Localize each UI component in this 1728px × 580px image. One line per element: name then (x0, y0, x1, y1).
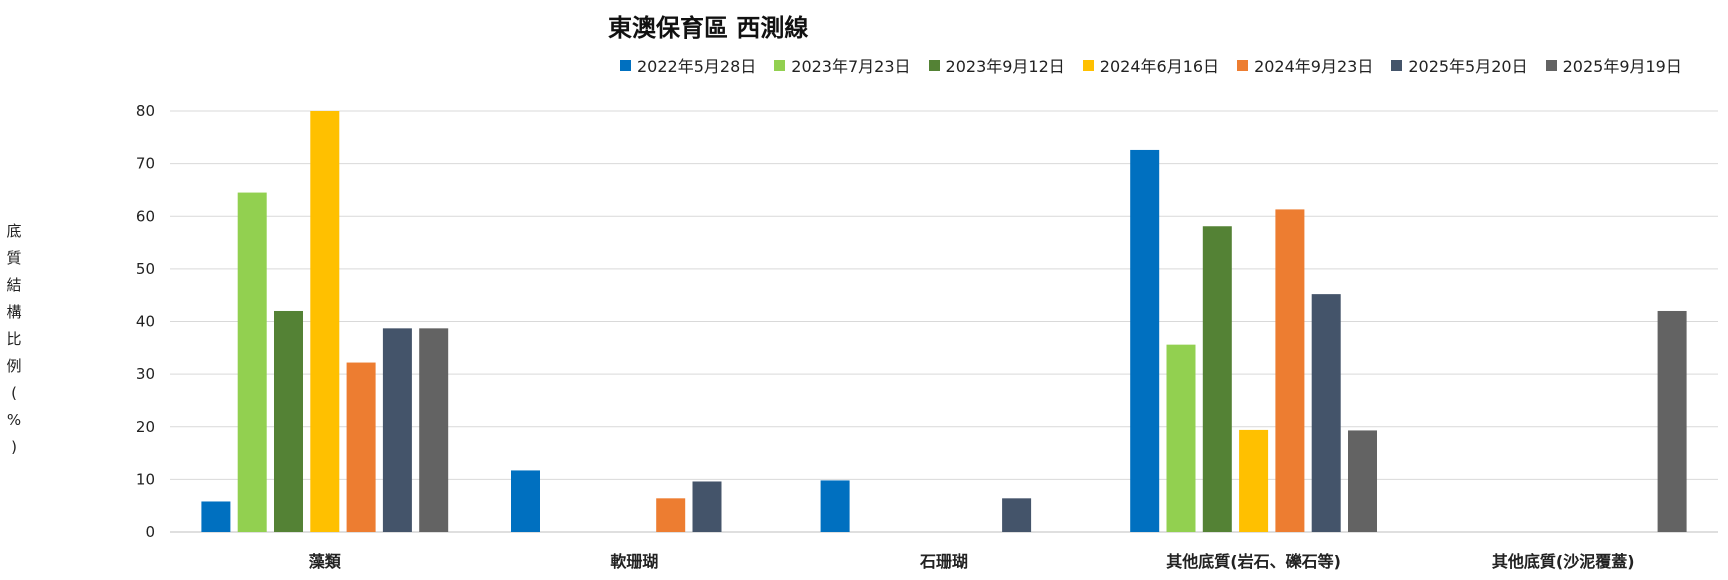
y-axis-label-char: 例 (6, 357, 22, 375)
y-tick-label: 80 (136, 102, 155, 120)
y-axis-label-char: 比 (6, 330, 22, 348)
legend-label: 2025年5月20日 (1408, 57, 1528, 76)
legend-label: 2024年6月16日 (1099, 57, 1220, 76)
legend-label: 2022年5月28日 (637, 57, 757, 76)
legend-label: 2024年9月23日 (1254, 57, 1374, 76)
bar (656, 498, 686, 532)
y-tick-label: 60 (136, 207, 155, 225)
legend-swatch (1391, 59, 1403, 71)
bar (1202, 226, 1232, 532)
legend: 2022年5月28日 2023年7月23日 2023年9月12日 2024年6月16日… (620, 52, 1682, 78)
legend-swatch (774, 59, 786, 71)
bar (820, 480, 850, 532)
bar (1311, 294, 1341, 532)
legend-swatch (620, 59, 631, 71)
y-axis-label-char: 結 (6, 276, 22, 294)
x-tick-label: 其他底質(沙泥覆蓋) (1492, 552, 1635, 571)
bar (1002, 498, 1032, 532)
bar (692, 481, 722, 532)
legend-swatch (1237, 59, 1249, 71)
y-axis-label-char: ( (11, 384, 17, 402)
y-axis-label-char: 底 (6, 222, 22, 240)
legend-item: 2025年9月19日 (1545, 53, 1682, 77)
x-tick-label: 其他底質(岩石、礫石等) (1166, 552, 1341, 571)
x-tick-label: 軟珊瑚 (610, 552, 658, 571)
bar (346, 362, 376, 532)
y-axis-label-char: % (6, 411, 22, 429)
legend-item: 2025年5月20日 (1391, 53, 1528, 77)
bar (1657, 310, 1687, 532)
bar (1239, 429, 1269, 532)
legend-item: 2024年6月16日 (1082, 53, 1220, 77)
bar (1348, 430, 1377, 532)
y-tick-label: 70 (136, 155, 155, 173)
x-tick-label: 石珊瑚 (919, 552, 968, 571)
y-axis-label-char: 質 (6, 249, 22, 267)
legend-label: 2023年7月23日 (791, 57, 911, 76)
legend-item: 2023年9月12日 (928, 53, 1065, 77)
legend-label: 2023年9月12日 (945, 57, 1065, 76)
y-axis-label-char: ) (11, 438, 17, 456)
y-axis-label: 底質結構比例 (%) (2, 218, 26, 461)
bar (511, 470, 540, 532)
bar (1130, 149, 1160, 532)
legend-swatch (1082, 59, 1094, 71)
y-tick-label: 50 (136, 260, 155, 278)
legend-item: 2024年9月23日 (1237, 53, 1373, 77)
legend-swatch (928, 59, 940, 71)
y-tick-label: 20 (136, 418, 155, 436)
legend-item: 2022年5月28日 (620, 53, 756, 77)
bar (382, 328, 412, 532)
bar (310, 111, 340, 532)
legend-item: 2023年7月23日 (774, 53, 911, 77)
y-axis-label-char: 構 (6, 303, 22, 321)
x-tick-label: 藻類 (309, 552, 342, 571)
bar (274, 310, 303, 532)
bar (237, 192, 267, 532)
y-tick-label: 0 (145, 523, 155, 541)
legend-label: 2025年9月19日 (1562, 57, 1682, 76)
bar (419, 328, 449, 532)
y-tick-label: 10 (136, 470, 155, 488)
bar (1275, 209, 1305, 532)
bar (1166, 344, 1196, 532)
y-tick-label: 30 (136, 365, 155, 383)
legend-swatch (1545, 59, 1557, 71)
bar (201, 501, 231, 532)
chart-title-text: 東澳保育區 西測線 (608, 14, 809, 42)
y-tick-label: 40 (136, 313, 155, 331)
